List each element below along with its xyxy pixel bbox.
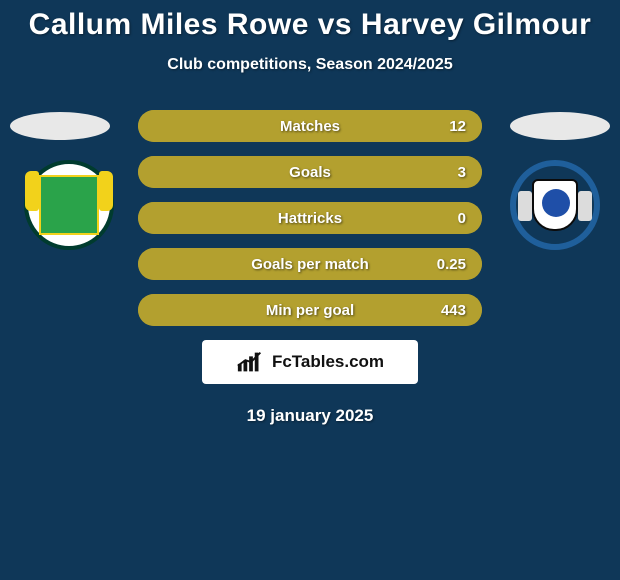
page-title: Callum Miles Rowe vs Harvey Gilmour xyxy=(0,0,620,42)
comparison-panel: Matches12 Goals3 Hattricks0 Goals per match… xyxy=(0,110,620,426)
badge-scroll-icon xyxy=(578,191,592,221)
bar-chart-icon xyxy=(236,350,266,374)
stat-bar-label: Hattricks xyxy=(138,210,482,227)
stat-bar: Min per goal443 xyxy=(138,294,482,326)
stat-bar: Matches12 xyxy=(138,110,482,142)
player-photo-right-placeholder xyxy=(510,112,610,140)
stat-bar-value: 3 xyxy=(458,164,466,181)
stat-bars: Matches12 Goals3 Hattricks0 Goals per match… xyxy=(138,110,482,326)
brand-logo: FcTables.com xyxy=(202,340,418,384)
stat-bar: Goals3 xyxy=(138,156,482,188)
stat-bar-label: Goals xyxy=(138,164,482,181)
stat-bar-value: 443 xyxy=(441,302,466,319)
stat-bar-value: 12 xyxy=(449,118,466,135)
stat-bar-label: Matches xyxy=(138,118,482,135)
team-badge-right-shield xyxy=(532,179,578,231)
stat-bar-value: 0 xyxy=(458,210,466,227)
badge-scroll-icon xyxy=(518,191,532,221)
player-photo-left-placeholder xyxy=(10,112,110,140)
badge-ornament-icon xyxy=(25,171,39,211)
team-badge-left-shield xyxy=(39,175,99,235)
snapshot-date: 19 january 2025 xyxy=(0,406,620,426)
brand-text: FcTables.com xyxy=(272,352,384,372)
stat-bar-label: Goals per match xyxy=(138,256,482,273)
page-subtitle: Club competitions, Season 2024/2025 xyxy=(0,56,620,74)
badge-ornament-icon xyxy=(99,171,113,211)
team-badge-right xyxy=(510,160,600,250)
stat-bar-value: 0.25 xyxy=(437,256,466,273)
stat-bar-label: Min per goal xyxy=(138,302,482,319)
stat-bar: Hattricks0 xyxy=(138,202,482,234)
stat-bar: Goals per match0.25 xyxy=(138,248,482,280)
team-badge-left xyxy=(24,160,114,250)
